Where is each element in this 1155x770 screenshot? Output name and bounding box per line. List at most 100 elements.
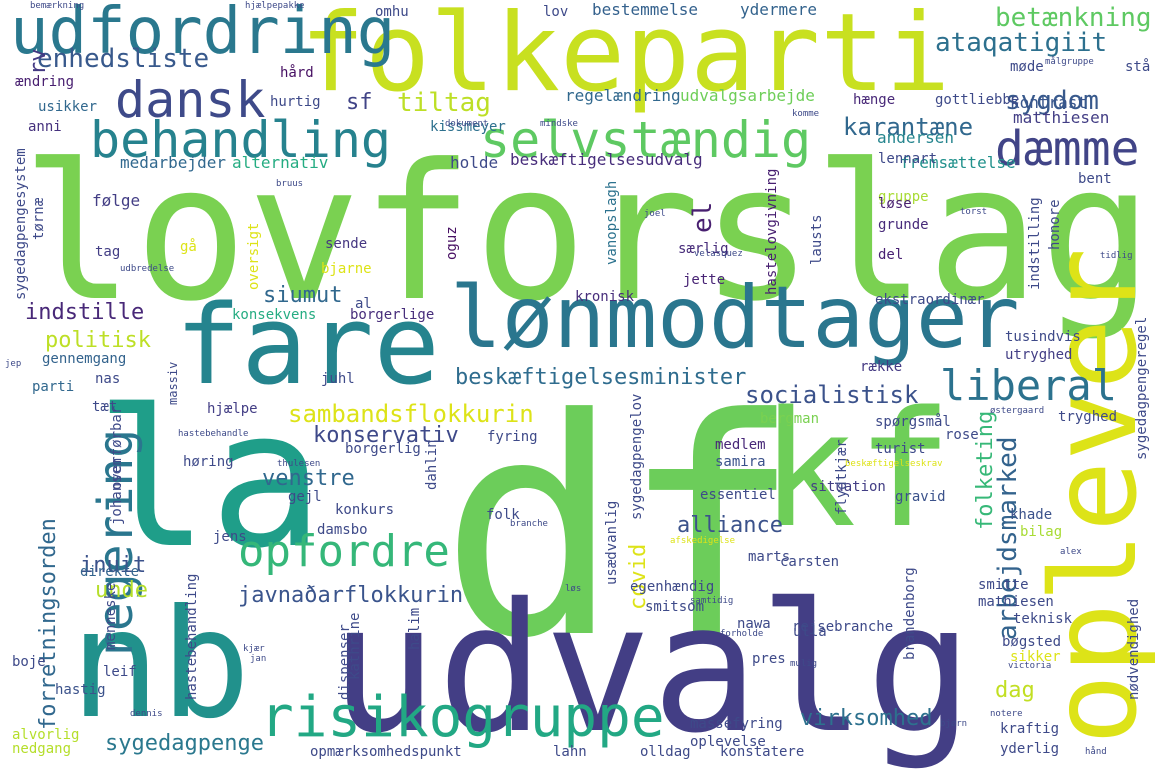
word-venstre: venstre	[262, 466, 355, 491]
word-jette: jette	[683, 272, 726, 288]
word-konkurs: konkurs	[335, 502, 395, 518]
word-b-gsted: bøgsted	[1002, 634, 1062, 650]
word-oversigt: oversigt	[246, 222, 262, 290]
word-inuit: inuit	[80, 553, 147, 578]
word-konservativ: konservativ	[313, 423, 459, 448]
word-holde: holde	[450, 153, 499, 172]
word-rv: rv	[26, 48, 51, 76]
word-gottliebbe: gottliebbe	[935, 92, 1020, 108]
word-kraftig: kraftig	[1000, 721, 1060, 737]
word-besk-ftigelsesminister: beskæftigelsesminister	[455, 365, 747, 390]
word-besk-ftigelseskrav: beskæftigelseskrav	[845, 459, 943, 469]
word-ydermere: ydermere	[740, 0, 818, 19]
word-nedgang: nedgang	[12, 741, 72, 757]
word-sf: sf	[346, 90, 373, 115]
word-m-de: møde	[1010, 59, 1044, 75]
word-indstille: indstille	[25, 300, 145, 325]
word-hj-lpepakke: hjælpepakke	[245, 1, 305, 11]
word-brandenborg: brandenborg	[902, 567, 918, 660]
word-jep: jep	[5, 359, 22, 369]
word-konstatere: konstatere	[720, 744, 805, 760]
word-stergaard: østergaard	[990, 406, 1045, 416]
word-kronisk: kronisk	[575, 289, 635, 305]
word-borgerlig: borgerlig	[345, 441, 421, 457]
word-bet-nkning: betænkning	[995, 3, 1152, 33]
word-omhu: omhu	[375, 4, 409, 20]
word-enhedsliste: enhedsliste	[37, 44, 210, 74]
word-oplevelse: oplevelse	[690, 734, 766, 750]
word-kj-r: kjær	[243, 644, 265, 654]
word-gennemgang: gennemgang	[42, 351, 127, 367]
word-dansk: dansk	[115, 71, 266, 129]
word-leif: leif	[103, 664, 137, 680]
word-menneske: menneske	[103, 582, 119, 650]
word-direkte: direkte	[80, 564, 140, 580]
word-del: del	[878, 247, 904, 263]
word-udfordring: udfordring	[10, 0, 396, 69]
word-torst: torst	[960, 207, 988, 217]
word-smitsom: smitsom	[645, 599, 705, 615]
word-tryghed: tryghed	[1058, 409, 1118, 425]
word-ulla: ulla	[793, 624, 827, 640]
word-tag: tag	[95, 244, 121, 260]
word-l-s: løs	[565, 584, 582, 594]
word-besk-ftigelsesudvalg: beskæftigelsesudvalg	[510, 150, 703, 169]
word-indstilling: indstilling	[1027, 197, 1043, 290]
word-velasquez: velasquez	[694, 249, 743, 259]
word-massiv: massiv	[166, 361, 180, 405]
word-mathiesen: mathiesen	[978, 594, 1054, 610]
word-liberal: liberal	[940, 361, 1118, 410]
word-opfordre: opfordre	[238, 526, 450, 577]
word-bj-rn: bjørn	[940, 719, 968, 729]
word-forholde: forholde	[720, 629, 764, 639]
word-folk: folk	[486, 507, 520, 523]
word-udbredelse: udbredelse	[120, 264, 175, 274]
word-alex: alex	[1060, 547, 1082, 557]
word-bruus: bruus	[276, 179, 304, 189]
word-ga: gå	[180, 239, 197, 255]
word-f-lge: følge	[92, 191, 141, 210]
word-d-mme: dæmme	[995, 121, 1140, 177]
word-matthiesen: matthiesen	[1013, 108, 1110, 127]
word-oguz: oguz	[444, 226, 460, 260]
word-grunde: grunde	[878, 217, 929, 233]
word-ataqatigiit: ataqatigiit	[935, 28, 1108, 58]
word-egenh-ndig: egenhændig	[630, 579, 715, 595]
word-r-kke: række	[860, 359, 903, 375]
word-victoria: victoria	[1008, 661, 1052, 671]
word-kathrine: kathrine	[347, 612, 363, 680]
word-tidlig: tidlig	[1100, 251, 1133, 261]
word-konsekvens: konsekvens	[232, 307, 317, 323]
word-anni: anni	[28, 119, 62, 135]
word-massefyring: massefyring	[690, 716, 783, 732]
word-t-t: tæt	[92, 399, 118, 415]
word-javna-arflokkurin: javnaðarflokkurin	[238, 583, 464, 608]
word-andersen: andersen	[877, 128, 955, 147]
word-hastig: hastig	[55, 682, 106, 698]
word-branche: branche	[510, 519, 548, 529]
word-usikker: usikker	[38, 99, 98, 115]
word-bem-rkning: bemærkning	[30, 1, 85, 11]
word-sikker: sikker	[1010, 649, 1061, 665]
word-borgerlige: borgerlige	[350, 307, 435, 323]
word-nawa: nawa	[737, 616, 771, 632]
word-folkeparti: folkeparti	[300, 0, 951, 116]
word-dag: dag	[995, 678, 1035, 703]
word-medlem: medlem	[715, 437, 766, 453]
word-kontrast: kontrast	[1010, 93, 1088, 112]
word-hastelovgivning: hastelovgivning	[764, 168, 780, 295]
word-hastebehandling: hastebehandling	[184, 573, 200, 700]
word-essentiel: essentiel	[700, 487, 776, 503]
word-fare: fare	[175, 281, 440, 409]
word-nas: nas	[95, 371, 121, 387]
word-dennis: dennis	[130, 709, 163, 719]
word-tusindvis: tusindvis	[1005, 329, 1081, 345]
word-sygdom: sygdom	[1005, 86, 1099, 116]
word-ma-lgruppe: målgruppe	[1045, 57, 1094, 67]
word-khade: khade	[1010, 507, 1053, 523]
word-h-ring: høring	[183, 454, 234, 470]
word-pres: pres	[752, 651, 786, 667]
word-dahlin: dahlin	[424, 439, 440, 490]
word-gejl: gejl	[288, 489, 322, 505]
word-s-rlig: særlig	[678, 241, 729, 257]
